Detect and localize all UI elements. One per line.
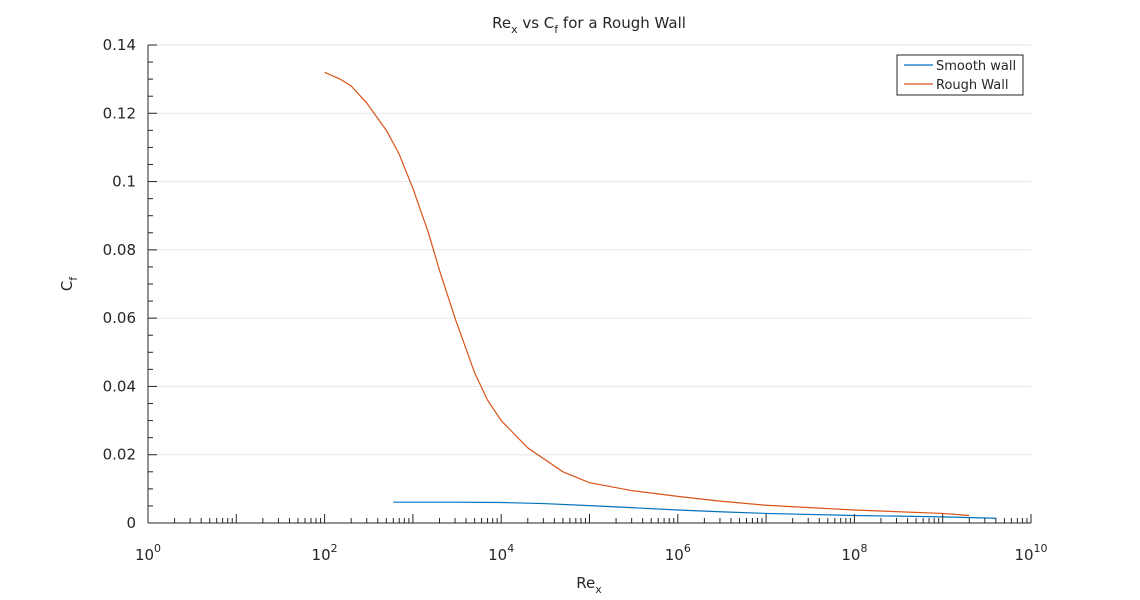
legend: Smooth wall Rough Wall (896, 54, 1024, 96)
series-layer (324, 71, 996, 519)
y-axis-label: Cf (58, 276, 80, 291)
y-tick-label: 0 (126, 514, 136, 532)
y-tick-label: 0.08 (103, 241, 136, 259)
series-line-rough-wall (324, 71, 970, 517)
y-tick-label: 0.06 (103, 309, 136, 327)
x-tick-label: 100 (135, 542, 161, 564)
y-tick-label: 0.04 (103, 377, 136, 395)
x-tick-label: 104 (488, 542, 514, 564)
x-tick-label: 108 (841, 542, 867, 564)
x-axis-label: Rex (576, 574, 602, 596)
grid-layer (148, 44, 1031, 456)
y-tick-label: 0.12 (103, 104, 136, 122)
legend-label-rough-wall: Rough Wall (936, 78, 1008, 93)
y-tick-label: 0.02 (103, 446, 136, 464)
series-line-smooth-wall (393, 501, 996, 519)
x-tick-label: 1010 (1014, 542, 1047, 564)
x-tick-label: 102 (312, 542, 338, 564)
y-tick-label: 0.14 (103, 36, 136, 54)
legend-box (896, 54, 1024, 96)
chart-title: Rex vs Cf for a Rough Wall (492, 14, 686, 36)
axes-layer (147, 44, 1032, 524)
y-tick-label: 0.1 (112, 173, 136, 191)
x-tick-label: 106 (665, 542, 691, 564)
tick-label-layer: 0 0.02 0.04 0.06 0.08 0.1 0.12 0.14 100 102 104 106… (103, 36, 1048, 564)
legend-label-smooth-wall: Smooth wall (936, 59, 1016, 74)
